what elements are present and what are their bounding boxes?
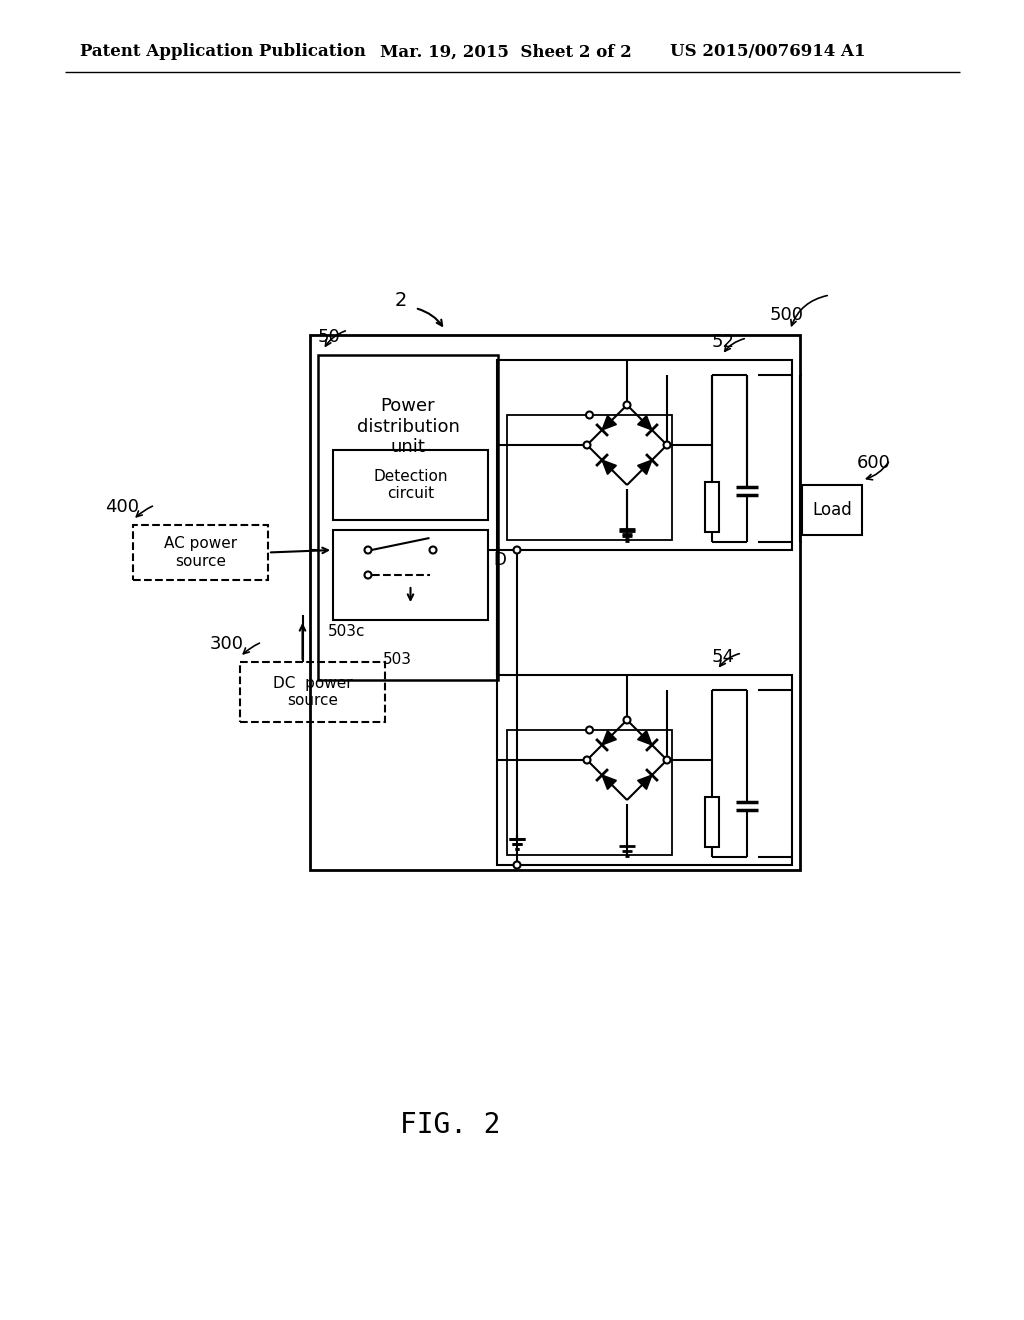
Circle shape	[429, 546, 436, 553]
Text: Detection
circuit: Detection circuit	[374, 469, 447, 502]
Polygon shape	[638, 461, 652, 474]
Text: Load: Load	[812, 502, 852, 519]
Polygon shape	[602, 461, 616, 474]
Bar	[333, 450, 488, 520]
Text: 503: 503	[383, 652, 412, 668]
Circle shape	[365, 572, 372, 578]
Polygon shape	[638, 730, 652, 744]
Polygon shape	[602, 775, 616, 789]
Bar	[705, 482, 719, 532]
Bar	[802, 484, 862, 535]
Text: AC power
source: AC power source	[164, 536, 238, 569]
Circle shape	[624, 717, 631, 723]
Text: 54: 54	[712, 648, 735, 667]
Circle shape	[586, 726, 593, 734]
Text: 50: 50	[318, 327, 341, 346]
Polygon shape	[602, 416, 616, 430]
Bar	[507, 414, 672, 540]
Circle shape	[365, 546, 372, 553]
Circle shape	[513, 862, 520, 869]
Circle shape	[624, 401, 631, 408]
Text: 52: 52	[712, 333, 735, 351]
Circle shape	[584, 441, 591, 449]
Bar	[497, 360, 792, 550]
Text: 500: 500	[770, 306, 804, 323]
Polygon shape	[602, 730, 616, 744]
Polygon shape	[638, 416, 652, 430]
Text: Mar. 19, 2015  Sheet 2 of 2: Mar. 19, 2015 Sheet 2 of 2	[380, 44, 632, 61]
Bar	[318, 355, 498, 680]
Text: Power
distribution
unit: Power distribution unit	[356, 397, 460, 457]
Bar	[507, 730, 672, 855]
Circle shape	[586, 412, 593, 418]
Bar	[310, 335, 800, 870]
Bar	[133, 525, 268, 579]
Text: 300: 300	[210, 635, 244, 653]
Text: 503c: 503c	[328, 624, 366, 639]
Text: FIG. 2: FIG. 2	[400, 1111, 501, 1139]
Text: US 2015/0076914 A1: US 2015/0076914 A1	[670, 44, 865, 61]
Text: Patent Application Publication: Patent Application Publication	[80, 44, 366, 61]
Text: D: D	[493, 550, 506, 569]
Bar	[705, 797, 719, 847]
Text: 2: 2	[395, 290, 408, 309]
Bar	[333, 531, 488, 620]
Circle shape	[513, 546, 520, 553]
Text: 600: 600	[857, 454, 891, 473]
Circle shape	[664, 756, 671, 763]
Circle shape	[584, 756, 591, 763]
Text: 400: 400	[105, 498, 139, 516]
Text: DC  power
source: DC power source	[272, 676, 352, 709]
Bar	[497, 675, 792, 865]
Polygon shape	[638, 775, 652, 789]
Circle shape	[664, 441, 671, 449]
Bar	[240, 663, 385, 722]
